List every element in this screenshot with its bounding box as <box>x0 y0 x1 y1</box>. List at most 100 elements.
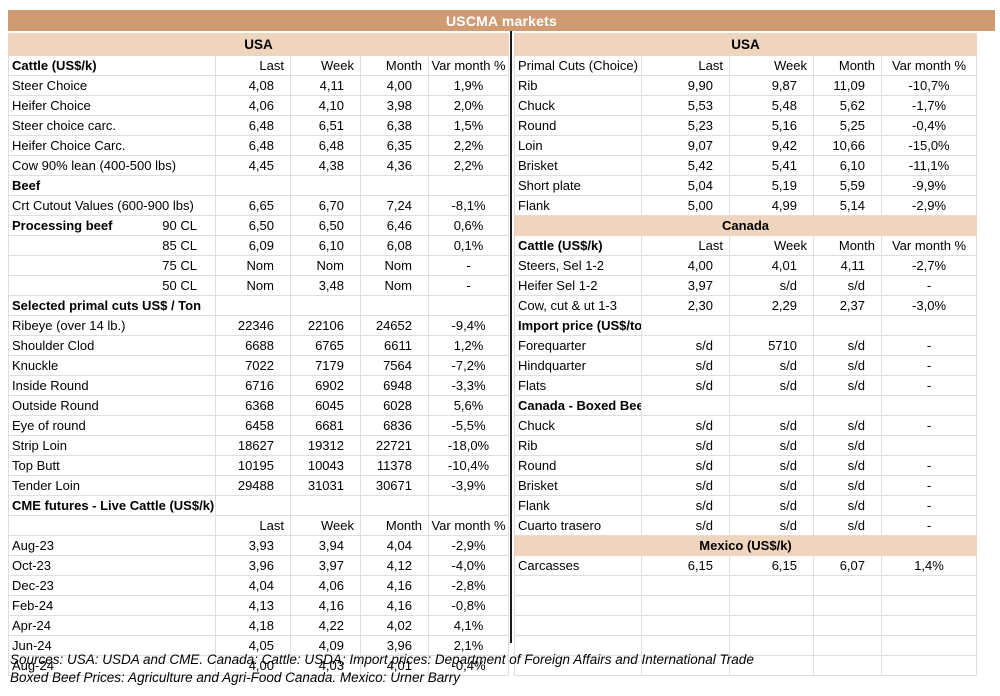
var-cell: 0,6% <box>427 215 510 236</box>
value-cell: 4,18 <box>215 615 291 636</box>
row-label: Cuarto trasero <box>514 515 642 536</box>
var-cell: -4,0% <box>427 555 510 576</box>
var-cell: 1,4% <box>880 555 978 576</box>
row-label: Outside Round <box>8 395 216 416</box>
row-label: Heifer Choice Carc. <box>8 135 216 156</box>
value-cell: 4,06 <box>215 95 291 116</box>
value-cell: s/d <box>729 475 814 496</box>
row-label: Loin <box>514 135 642 156</box>
value-cell: 2,29 <box>729 295 814 316</box>
value-cell: 5,59 <box>813 175 882 196</box>
column-header: Last <box>641 55 730 76</box>
value-cell: s/d <box>641 375 730 396</box>
empty-cell <box>813 635 882 656</box>
column-header: Last <box>641 235 730 256</box>
value-cell: 6,15 <box>641 555 730 576</box>
row-label: Apr-24 <box>8 615 216 636</box>
var-cell: -3,0% <box>880 295 978 316</box>
section-band-label: Canada <box>513 215 978 236</box>
value-cell: 6,46 <box>360 215 429 236</box>
var-cell: -10,4% <box>427 455 510 476</box>
empty-cell <box>641 615 730 636</box>
value-cell: 4,11 <box>290 75 361 96</box>
value-cell: 6,51 <box>290 115 361 136</box>
value-cell: s/d <box>641 335 730 356</box>
var-cell: -3,9% <box>427 475 510 496</box>
value-cell: s/d <box>641 515 730 536</box>
var-cell: -18,0% <box>427 435 510 456</box>
var-cell: - <box>880 275 978 296</box>
column-header: Month <box>360 55 429 76</box>
value-cell: 6,70 <box>290 195 361 216</box>
value-cell: 7179 <box>290 355 361 376</box>
var-cell: - <box>880 355 978 376</box>
empty-cell <box>880 635 978 656</box>
report-title-bar: USCMA markets <box>8 10 995 31</box>
value-cell: 4,16 <box>360 575 429 596</box>
value-cell: 6,48 <box>215 135 291 156</box>
empty-cell <box>880 595 978 616</box>
empty-cell <box>641 575 730 596</box>
empty-cell <box>427 295 510 316</box>
var-cell: 1,9% <box>427 75 510 96</box>
empty-cell <box>290 495 361 516</box>
value-cell: 2,37 <box>813 295 882 316</box>
var-cell: -10,7% <box>880 75 978 96</box>
empty-cell <box>729 395 814 416</box>
table-section-label: Primal Cuts (Choice) <box>514 55 642 76</box>
value-cell: 5,25 <box>813 115 882 136</box>
value-cell: 11,09 <box>813 75 882 96</box>
value-cell: 6902 <box>290 375 361 396</box>
value-cell: 6611 <box>360 335 429 356</box>
value-cell: s/d <box>813 415 882 436</box>
empty-cell <box>813 575 882 596</box>
value-cell: 5,04 <box>641 175 730 196</box>
column-header: Var month % <box>880 55 978 76</box>
value-cell: s/d <box>813 495 882 516</box>
empty-cell <box>729 595 814 616</box>
footer-source-line-1: Sources: USA: USDA and CME. Canada: Catt… <box>10 652 754 667</box>
row-label: Forequarter <box>514 335 642 356</box>
value-cell: 6,65 <box>215 195 291 216</box>
value-cell: 5,41 <box>729 155 814 176</box>
empty-cell <box>880 655 978 676</box>
value-cell: 3,94 <box>290 535 361 556</box>
value-cell: 4,38 <box>290 155 361 176</box>
value-cell: 10195 <box>215 455 291 476</box>
row-label-main: Processing beef <box>12 218 113 233</box>
value-cell: 6,48 <box>215 115 291 136</box>
row-label: Heifer Sel 1-2 <box>514 275 642 296</box>
row-label: Eye of round <box>8 415 216 436</box>
table-divider-line <box>510 31 512 643</box>
empty-cell <box>514 615 642 636</box>
table-section-label: Cattle (US$/k) <box>514 235 642 256</box>
empty-cell <box>290 295 361 316</box>
var-cell: -11,1% <box>880 155 978 176</box>
row-label: Aug-23 <box>8 535 216 556</box>
value-cell: 2,30 <box>641 295 730 316</box>
value-cell: Nom <box>215 275 291 296</box>
value-cell: Nom <box>360 275 429 296</box>
var-cell: -0,8% <box>427 595 510 616</box>
row-label: Round <box>514 455 642 476</box>
value-cell: Nom <box>215 255 291 276</box>
value-cell: 6045 <box>290 395 361 416</box>
value-cell: 6028 <box>360 395 429 416</box>
empty-cell <box>880 615 978 636</box>
value-cell: 22721 <box>360 435 429 456</box>
section-heading: Import price (US$/ton, frozen, boneless … <box>514 315 642 336</box>
var-cell: -7,2% <box>427 355 510 376</box>
empty-cell <box>290 175 361 196</box>
value-cell: 4,11 <box>813 255 882 276</box>
row-label: Aug-24 <box>8 655 216 676</box>
row-label: Carcasses <box>514 555 642 576</box>
value-cell: 9,87 <box>729 75 814 96</box>
row-label: Short plate <box>514 175 642 196</box>
value-cell: 3,48 <box>290 275 361 296</box>
value-cell: s/d <box>641 355 730 376</box>
empty-cell <box>813 395 882 416</box>
var-cell: 1,2% <box>427 335 510 356</box>
var-cell: - <box>880 415 978 436</box>
value-cell: 4,16 <box>290 595 361 616</box>
value-cell: 5,48 <box>729 95 814 116</box>
